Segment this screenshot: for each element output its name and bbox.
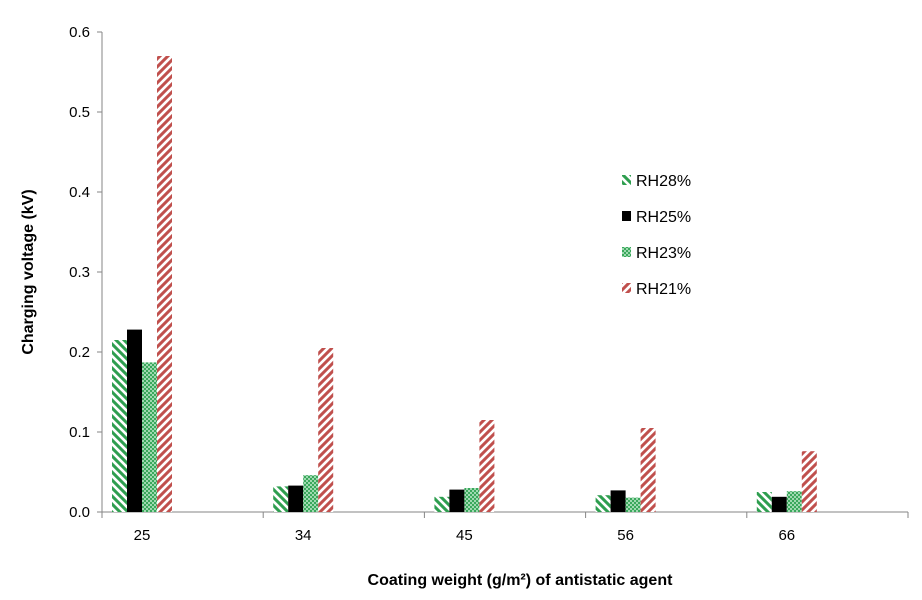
bar-rh28-66 xyxy=(756,492,772,512)
bar-rh28-45 xyxy=(434,496,450,512)
bar-rh21-45 xyxy=(479,420,495,512)
y-axis-title: Charging voltage (kV) xyxy=(20,189,37,354)
x-axis-title: Coating weight (g/m²) of antistatic agen… xyxy=(368,572,674,589)
x-tick-label: 56 xyxy=(617,527,634,544)
bar-rh23-25 xyxy=(142,362,157,512)
bar-rh25-45 xyxy=(449,489,465,512)
bar-rh25-34 xyxy=(288,485,304,512)
y-tick-label: 0.3 xyxy=(69,264,90,281)
x-tick-label: 34 xyxy=(295,527,312,544)
bar-rh21-25 xyxy=(157,56,172,512)
ticks: 0.0 0.1 0.2 0.3 0.4 0.5 0.6 25 34 45 56 66 xyxy=(69,24,909,544)
bar-rh25-56 xyxy=(610,490,626,512)
legend-label: RH25% xyxy=(636,209,691,226)
y-tick-label: 0.1 xyxy=(69,424,90,441)
axes xyxy=(101,32,908,513)
legend-swatch-rh21 xyxy=(622,283,631,293)
x-tick-label: 25 xyxy=(134,527,151,544)
x-tick-label: 66 xyxy=(778,527,795,544)
y-tick-label: 0.2 xyxy=(69,344,90,361)
y-tick-label: 0.6 xyxy=(69,24,90,41)
y-tick-label: 0.4 xyxy=(69,184,90,201)
legend-label: RH28% xyxy=(636,173,691,190)
x-tick-label: 45 xyxy=(456,527,473,544)
bars xyxy=(112,56,817,512)
bar-rh23-66 xyxy=(786,491,802,512)
bar-rh23-34 xyxy=(303,475,319,512)
bar-rh28-25 xyxy=(112,340,127,512)
bar-rh25-66 xyxy=(771,496,787,512)
legend-label: RH23% xyxy=(636,245,691,262)
bar-rh21-66 xyxy=(801,451,817,512)
bar-rh28-34 xyxy=(273,486,289,512)
y-tick-label: 0.0 xyxy=(69,504,90,521)
bar-rh25-25 xyxy=(127,329,142,512)
legend-swatch-rh28 xyxy=(622,175,631,185)
bar-rh21-34 xyxy=(318,348,334,512)
bar-rh21-56 xyxy=(640,428,656,512)
bar-rh23-45 xyxy=(464,488,480,512)
bar-rh28-56 xyxy=(595,495,611,512)
bar-rh23-56 xyxy=(625,497,641,512)
y-tick-label: 0.5 xyxy=(69,104,90,121)
legend-label: RH21% xyxy=(636,281,691,298)
legend-swatch-rh25 xyxy=(622,211,631,221)
legend: RH28% RH25% RH23% RH21% xyxy=(622,173,691,298)
legend-swatch-rh23 xyxy=(622,247,631,257)
